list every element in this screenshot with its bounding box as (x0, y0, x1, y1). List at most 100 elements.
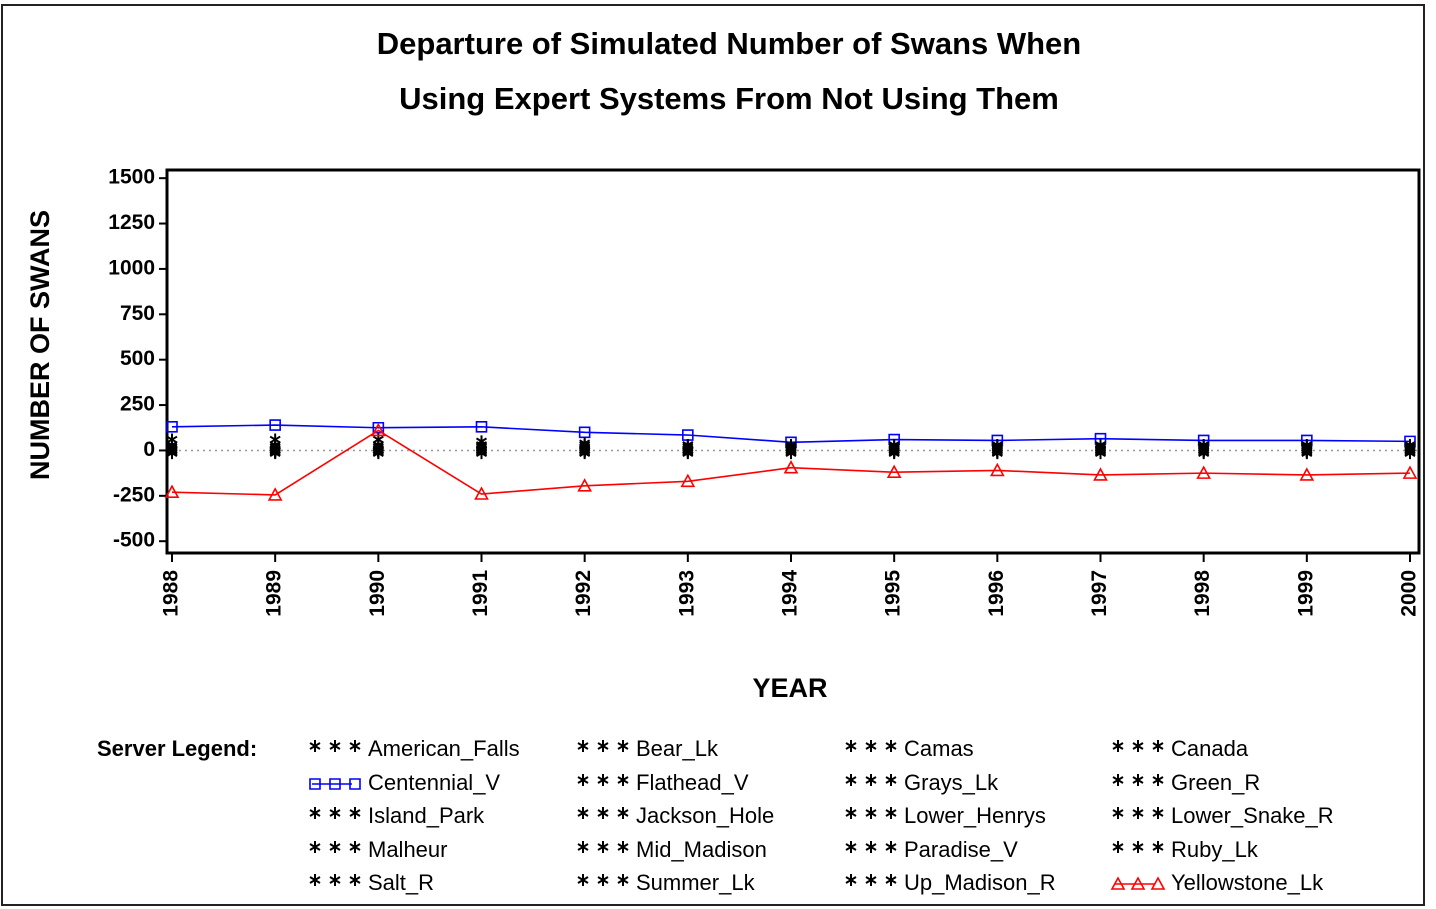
marker (1110, 876, 1126, 890)
marker (1132, 841, 1144, 853)
marker (329, 778, 341, 790)
y-tick-label: 500 (120, 347, 155, 370)
marker (309, 740, 321, 752)
legend-item: Ruby_Lk (1112, 837, 1259, 862)
marker (888, 447, 900, 460)
marker (845, 774, 857, 786)
marker (349, 807, 361, 819)
legend-label: Jackson_Hole (636, 803, 774, 828)
marker (1301, 447, 1313, 460)
marker (1094, 447, 1107, 460)
marker (372, 447, 384, 460)
x-tick-label: 1996 (985, 570, 1008, 617)
y-tick-label: -500 (113, 529, 155, 552)
y-axis-label: NUMBER OF SWANS (25, 210, 55, 480)
marker (349, 841, 361, 853)
marker (1152, 774, 1164, 786)
marker (349, 778, 361, 790)
marker (597, 740, 609, 752)
y-tick-label: 1250 (108, 211, 155, 234)
plot-area (165, 168, 1421, 555)
marker (845, 841, 857, 853)
marker (845, 740, 857, 752)
legend-label: Centennial_V (368, 770, 500, 795)
x-tick-label: 1998 (1191, 570, 1214, 617)
x-tick-label: 2000 (1398, 570, 1421, 617)
marker (475, 421, 488, 433)
y-tick-label: 750 (120, 302, 155, 325)
marker (577, 740, 589, 752)
marker (1132, 807, 1144, 819)
marker (577, 478, 593, 492)
legend-label: Up_Madison_R (904, 870, 1056, 895)
x-tick-label: 1991 (469, 570, 492, 617)
marker (349, 740, 361, 752)
marker (329, 841, 341, 853)
marker (865, 740, 877, 752)
legend-label: Flathead_V (636, 770, 749, 795)
legend-item: Lower_Snake_R (1112, 803, 1334, 828)
legend-item: Salt_R (309, 870, 434, 895)
marker (370, 422, 386, 437)
legend-label: Paradise_V (904, 837, 1018, 862)
marker (309, 841, 321, 853)
x-tick-label: 1999 (1294, 570, 1317, 617)
y-tick-label: -250 (113, 483, 155, 506)
x-tick-label: 1994 (779, 570, 802, 617)
y-tick-label: 1000 (108, 256, 155, 279)
marker (309, 874, 321, 886)
marker (1112, 774, 1124, 786)
legend-label: Salt_R (368, 870, 434, 895)
series-line (171, 429, 1411, 496)
legend-label: Malheur (368, 837, 447, 862)
marker (680, 473, 696, 488)
marker (475, 447, 488, 460)
marker (783, 460, 799, 474)
marker (267, 487, 283, 501)
marker (617, 740, 629, 752)
legend-item: Camas (845, 736, 974, 761)
marker (166, 447, 178, 460)
marker (617, 774, 629, 786)
marker (1404, 447, 1416, 460)
marker (845, 874, 857, 886)
legend-label: Ruby_Lk (1171, 837, 1259, 862)
marker (166, 421, 178, 433)
marker (865, 874, 877, 886)
marker (885, 807, 897, 819)
marker (577, 841, 589, 853)
marker (1150, 876, 1166, 890)
marker (617, 807, 629, 819)
chart-title: Using Expert Systems From Not Using Them (399, 81, 1059, 116)
x-axis-label: YEAR (752, 673, 827, 703)
marker (1112, 841, 1124, 853)
marker (785, 447, 797, 460)
legend-label: Lower_Snake_R (1171, 803, 1334, 828)
marker (1198, 447, 1210, 460)
legend-label: Yellowstone_Lk (1171, 870, 1324, 895)
legend-item: Paradise_V (845, 837, 1018, 862)
legend-item: Grays_Lk (845, 770, 999, 795)
marker (865, 774, 877, 786)
legend-item: Lower_Henrys (845, 803, 1046, 828)
legend-item: Canada (1112, 736, 1249, 761)
marker (329, 740, 341, 752)
marker (865, 807, 877, 819)
marker (309, 778, 321, 790)
marker (1299, 467, 1315, 481)
marker (617, 841, 629, 853)
legend-label: Camas (904, 736, 974, 761)
marker (1152, 807, 1164, 819)
legend-item: Island_Park (309, 803, 485, 828)
legend-item: Summer_Lk (577, 870, 756, 895)
marker (1093, 467, 1108, 481)
marker (1152, 841, 1164, 853)
marker (885, 740, 897, 752)
legend-item: Malheur (309, 837, 447, 862)
marker (885, 841, 897, 853)
marker (597, 874, 609, 886)
y-tick-label: 1500 (108, 166, 155, 189)
x-tick-label: 1989 (263, 570, 286, 617)
marker (309, 807, 321, 819)
